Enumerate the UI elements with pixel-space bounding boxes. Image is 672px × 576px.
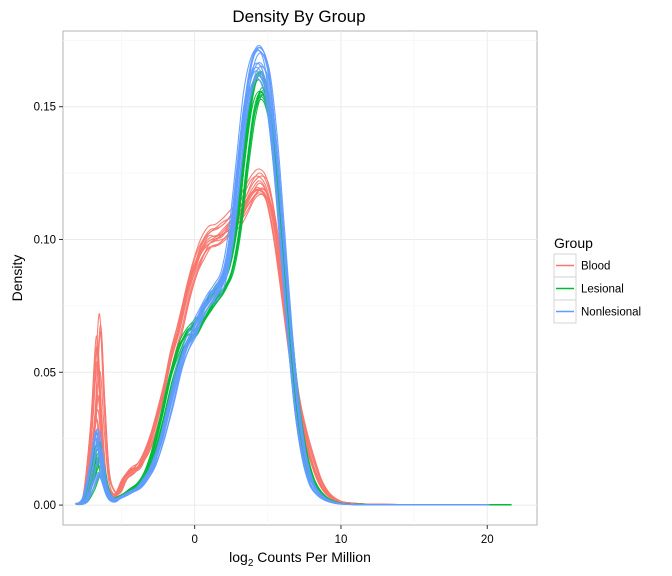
y-tick-label: 0.10 xyxy=(34,234,56,246)
x-axis-ticks: 0 10 20 xyxy=(191,525,494,546)
density-line-blood xyxy=(75,186,485,506)
y-tick-label: 0.00 xyxy=(34,500,56,512)
legend-label-blood: Blood xyxy=(581,261,610,273)
series-nonlesional xyxy=(74,44,490,506)
plot-panel xyxy=(62,30,538,526)
x-tick-label: 10 xyxy=(335,534,348,546)
x-axis-label-subscript: 2 xyxy=(248,558,254,569)
x-tick-label: 0 xyxy=(191,534,197,546)
density-line-nonlesional xyxy=(78,73,489,506)
x-tick-label: 20 xyxy=(481,534,494,546)
x-axis-label-main: log xyxy=(229,549,248,565)
y-tick-label: 0.05 xyxy=(34,367,56,379)
density-curves xyxy=(74,44,512,506)
x-axis-label-rest: Counts Per Million xyxy=(253,549,371,565)
legend-label-nonlesional: Nonlesional xyxy=(581,307,641,319)
y-tick-label: 0.15 xyxy=(34,102,56,114)
x-axis-label: log2 Counts Per Million xyxy=(229,549,371,569)
y-axis-label: Density xyxy=(9,255,25,302)
density-line-blood xyxy=(78,175,489,506)
legend-label-lesional: Lesional xyxy=(581,284,624,296)
legend: Group Blood Lesional Nonlesional xyxy=(553,235,641,324)
chart-title: Density By Group xyxy=(232,7,365,26)
density-line-nonlesional xyxy=(74,66,485,506)
density-line-blood xyxy=(76,175,486,506)
y-axis-ticks: 0.00 0.05 0.10 0.15 xyxy=(34,102,63,512)
legend-title: Group xyxy=(554,235,593,251)
